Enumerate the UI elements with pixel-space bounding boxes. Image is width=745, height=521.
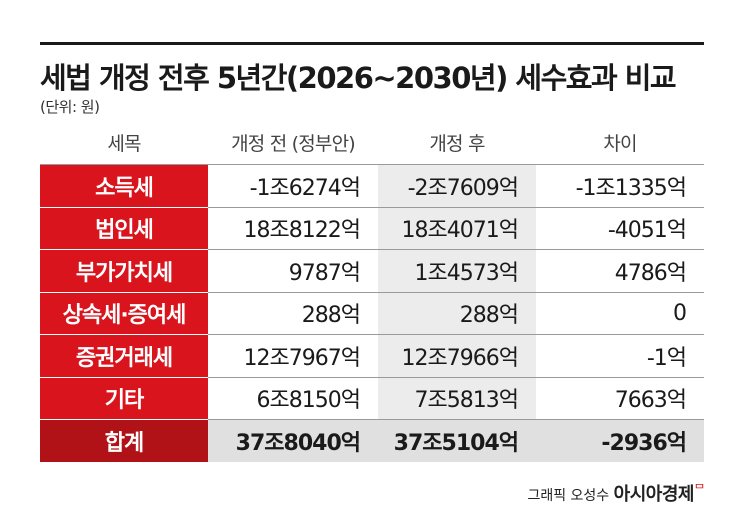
cell-after: 18조4071억 [378, 207, 536, 249]
cell-difference: 7663억 [614, 388, 687, 414]
cell-difference: 0 [673, 300, 687, 326]
row-label: 기타 [40, 377, 208, 420]
cell-difference: -1조1335억 [575, 175, 687, 201]
graphic-credit: 그래픽 오성수 [527, 488, 610, 504]
cell-difference: -4051억 [607, 218, 687, 244]
row-label: 부가가치세 [40, 250, 208, 293]
top-rule [40, 42, 704, 45]
header-cell-difference: 차이 [603, 132, 637, 155]
table-row: 기타 6조8150억 7조5813억 7663억 [40, 377, 704, 420]
row-label-total: 합계 [40, 420, 208, 463]
cell-before: 9787억 [288, 260, 361, 286]
brand-mark-icon: ᄆ [693, 482, 705, 496]
cell-after-total: 37조5104억 [378, 420, 536, 462]
row-label: 증권거래세 [40, 335, 208, 378]
row-label: 상속세·증여세 [40, 292, 208, 335]
cell-difference: 4786억 [614, 260, 687, 286]
cell-after: 1조4573억 [378, 250, 536, 292]
header-cell-tax-item: 세목 [107, 132, 141, 155]
table-row: 증권거래세 12조7967억 12조7966억 -1억 [40, 335, 704, 378]
total-row: 합계 37조8040억 37조5104억 -2936억 [40, 420, 704, 463]
table-row: 부가가치세 9787억 1조4573억 4786억 [40, 250, 704, 293]
row-label: 법인세 [40, 207, 208, 250]
chart-title: 세법 개정 전후 5년간(2026~2030년) 세수효과 비교 [40, 61, 677, 95]
cell-difference: -1억 [646, 345, 687, 371]
table-header: 세목 개정 전 (정부안) 개정 후 차이 [40, 120, 704, 165]
cell-after: 12조7966억 [378, 335, 536, 377]
header-cell-after: 개정 후 [429, 132, 485, 155]
cell-before: 12조7967억 [243, 345, 361, 371]
row-label: 소득세 [40, 165, 208, 208]
cell-after: 288억 [378, 292, 536, 334]
cell-before: 6조8150억 [256, 388, 361, 414]
credit-line: 그래픽 오성수 아시아경제ᄆ [527, 480, 705, 506]
table-row: 소득세 -1조6274억 -2조7609억 -1조1335억 [40, 165, 704, 208]
cell-difference-total: -2936억 [536, 420, 704, 462]
cell-before: -1조6274억 [249, 175, 361, 201]
brand-logo: 아시아경제 [613, 484, 695, 505]
table-row: 법인세 18조8122억 18조4071억 -4051억 [40, 207, 704, 250]
tax-table: 세목 개정 전 (정부안) 개정 후 차이 소득세 -1조6274억 -2조76… [40, 120, 704, 463]
cell-after: 7조5813억 [378, 377, 536, 419]
header-cell-before: 개정 전 (정부안) [231, 132, 356, 155]
cell-before-total: 37조8040억 [208, 420, 378, 462]
table-row: 상속세·증여세 288억 288억 0 [40, 292, 704, 335]
cell-before: 288억 [301, 303, 361, 329]
cell-before: 18조8122억 [243, 218, 361, 244]
unit-note: (단위: 원) [40, 98, 100, 116]
cell-after: -2조7609억 [378, 165, 536, 207]
